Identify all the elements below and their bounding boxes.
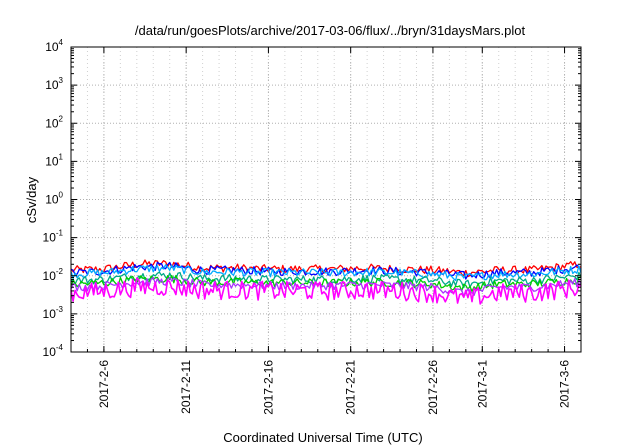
y-tick-label: 103 [45,76,63,92]
y-tick-exponent: 0 [59,191,64,200]
y-tick-exponent: 1 [59,152,64,161]
y-tick-exponent: 4 [59,38,64,47]
y-tick-base: 10 [43,231,57,245]
x-axis-label: Coordinated Universal Time (UTC) [223,430,422,445]
y-axis-label: cSv/day [24,176,39,223]
y-tick-base: 10 [45,116,59,130]
y-tick-label: 101 [45,152,63,168]
y-tick-base: 10 [45,40,59,54]
y-tick-base: 10 [43,345,57,359]
y-tick-exponent: 3 [59,76,64,85]
series-line-7 [70,277,582,305]
y-tick-base: 10 [43,307,57,321]
grid [71,47,581,352]
y-tick-label: 10-2 [43,267,64,283]
series-line-3 [70,264,582,282]
y-tick-label: 10-4 [43,343,64,359]
x-ticks: 2017-2-6 2017-2-11 2017-2-16 2017-2-21 2017-… [86,47,572,415]
y-tick-exponent: -2 [56,267,64,276]
y-tick-label: 100 [45,191,63,207]
y-tick-exponent: -3 [56,305,64,314]
x-tick-label: 2017-2-26 [426,360,440,415]
y-tick-base: 10 [45,154,59,168]
x-tick-label: 2017-3-6 [558,360,572,408]
series-line-2 [70,261,582,280]
y-tick-label: 10-3 [43,305,64,321]
y-tick-exponent: -1 [56,229,64,238]
x-tick-label: 2017-2-16 [261,360,275,415]
y-tick-base: 10 [45,78,59,92]
y-tick-exponent: 2 [59,114,64,123]
y-tick-base: 10 [45,193,59,207]
series-group [70,259,582,305]
x-tick-label: 2017-3-1 [475,360,489,408]
y-tick-label: 104 [45,38,63,54]
y-tick-exponent: -4 [56,343,64,352]
x-tick-label: 2017-2-21 [344,360,358,415]
x-tick-label: 2017-2-11 [179,360,193,414]
y-tick-base: 10 [43,269,57,283]
series-line-1 [70,259,582,278]
chart-title: /data/run/goesPlots/archive/2017-03-06/f… [135,23,526,38]
y-tick-label: 102 [45,114,63,130]
series-line-5 [70,274,582,293]
y-tick-label: 10-1 [43,229,64,245]
x-tick-label: 2017-2-6 [97,360,111,408]
